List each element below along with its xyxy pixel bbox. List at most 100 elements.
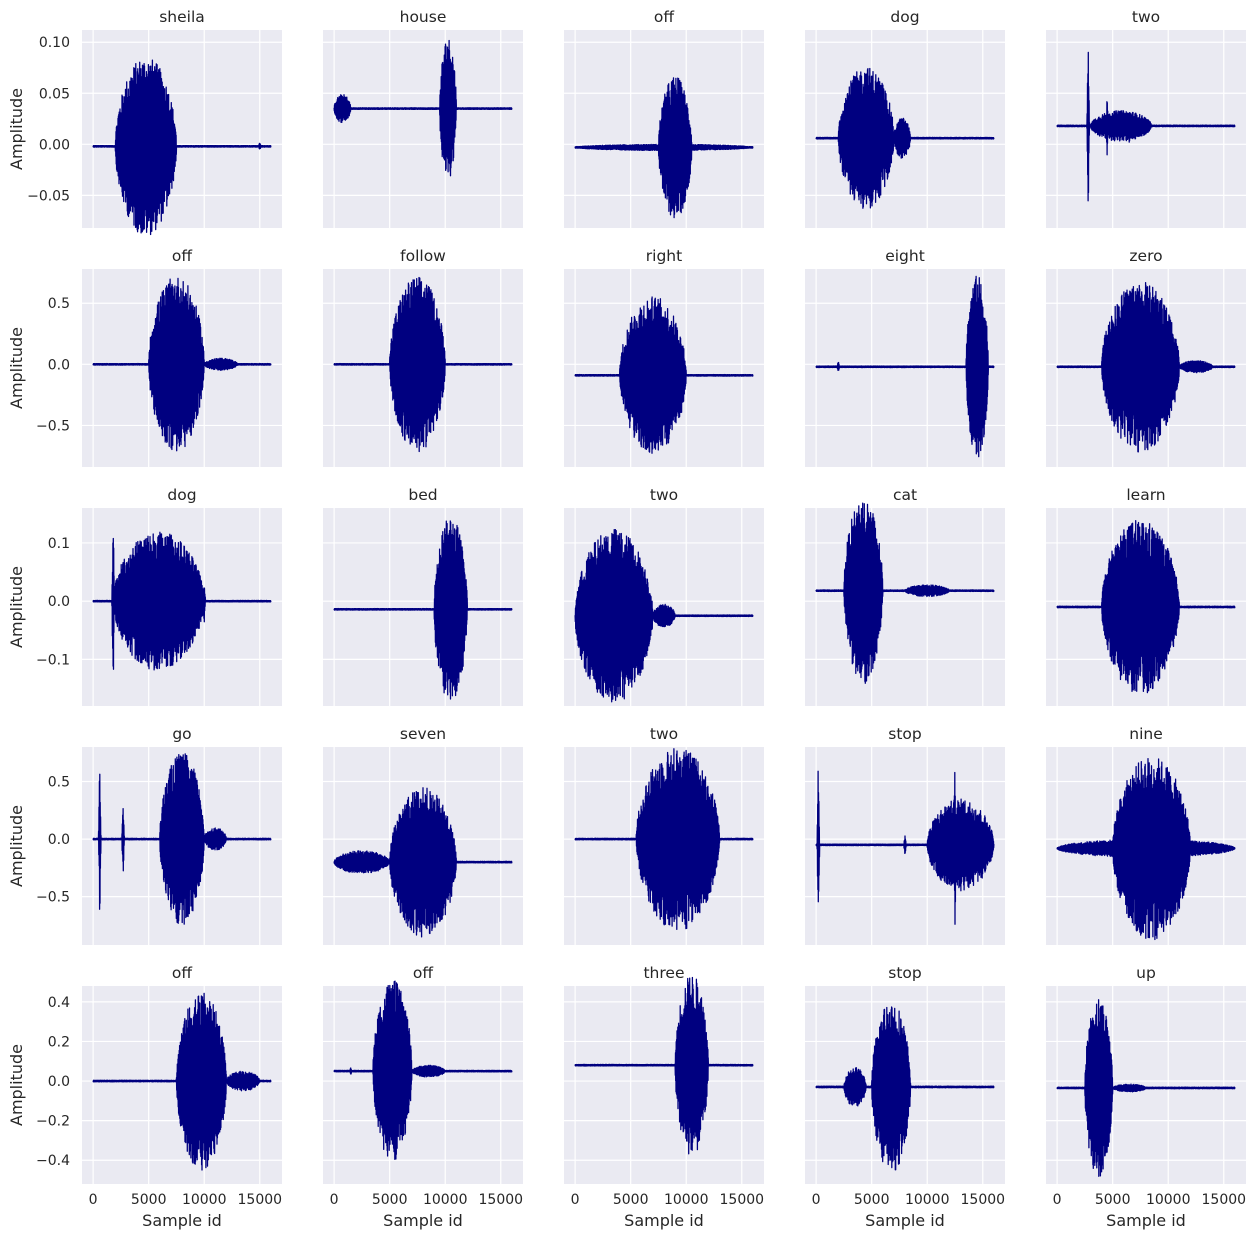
x-tick-label: 10000 [905, 1192, 950, 1208]
panel-4-4: up 0 5000 10000 15000 Sample id [1046, 964, 1246, 1230]
x-tick-label: 15000 [961, 1192, 1006, 1208]
y-tick-label: −0.05 [27, 188, 70, 204]
x-tick-label: 0 [330, 1192, 339, 1208]
axes-background [82, 30, 282, 228]
x-tick-label: 10000 [423, 1192, 468, 1208]
x-tick-label: 5000 [613, 1192, 649, 1208]
x-tick-label: 5000 [854, 1192, 890, 1208]
panel-3-0: go −0.5 0.0 0.5 Amplitude [7, 725, 282, 945]
panel-title: two [650, 486, 678, 504]
y-tick-label: −0.5 [36, 890, 70, 906]
x-tick-label: 5000 [1095, 1192, 1131, 1208]
y-axis-label: Amplitude [7, 1044, 26, 1126]
panel-title: seven [400, 725, 446, 743]
y-tick-label: 0.0 [48, 1074, 70, 1090]
y-tick-label: 0.10 [39, 35, 70, 51]
panel-title: two [650, 725, 678, 743]
panel-title: sheila [159, 8, 205, 26]
panel-3-3: stop [805, 725, 1005, 945]
panel-title: follow [400, 247, 446, 265]
panel-2-2: two [564, 486, 764, 706]
x-axis-label: Sample id [383, 1211, 463, 1230]
x-axis-label: Sample id [142, 1211, 222, 1230]
panel-title: go [172, 725, 191, 743]
axes-background [323, 508, 523, 706]
panel-title: stop [888, 964, 921, 982]
y-tick-label: 0.5 [48, 775, 70, 791]
panel-title: up [1136, 964, 1156, 982]
panel-title: right [646, 247, 682, 265]
x-tick-label: 0 [812, 1192, 821, 1208]
axes-background [323, 986, 523, 1184]
panel-title: two [1132, 8, 1160, 26]
panel-title: house [400, 8, 447, 26]
y-tick-label: 0.5 [48, 296, 70, 312]
panel-title: off [172, 964, 192, 982]
y-tick-label: 0.05 [39, 86, 70, 102]
panel-title: dog [890, 8, 919, 26]
axes-background [1046, 986, 1246, 1184]
panel-2-4: learn [1046, 486, 1246, 706]
panel-4-0: off −0.4 −0.2 0.0 0.2 0.4 Amplitude 0 5000 10000 1… [7, 964, 282, 1230]
x-axis-label: Sample id [865, 1211, 945, 1230]
panel-2-1: bed [323, 486, 523, 706]
x-tick-label: 10000 [1146, 1192, 1191, 1208]
panel-title: off [172, 247, 192, 265]
panel-4-2: three 0 5000 10000 15000 Sample id [564, 964, 764, 1230]
x-tick-label: 5000 [372, 1192, 408, 1208]
panel-1-4: zero [1046, 247, 1246, 467]
panel-title: bed [408, 486, 437, 504]
y-tick-label: 0.0 [48, 832, 70, 848]
panel-1-2: right [564, 247, 764, 467]
y-tick-label: 0.1 [48, 536, 70, 552]
axes-background [805, 508, 1005, 706]
x-tick-label: 0 [571, 1192, 580, 1208]
x-tick-label: 10000 [182, 1192, 227, 1208]
y-tick-label: 0.00 [39, 137, 70, 153]
y-tick-label: −0.1 [36, 652, 70, 668]
x-axis-label: Sample id [624, 1211, 704, 1230]
y-tick-label: 0.0 [48, 357, 70, 373]
panel-0-2: off [564, 8, 764, 228]
panel-0-1: house [323, 8, 523, 228]
panel-4-3: stop 0 5000 10000 15000 Sample id [805, 964, 1005, 1230]
panel-3-2: two [564, 725, 764, 945]
panel-title: nine [1129, 725, 1163, 743]
panel-0-3: dog [805, 8, 1005, 228]
panel-1-3: eight [805, 247, 1005, 467]
y-axis-label: Amplitude [7, 327, 26, 409]
x-tick-label: 0 [89, 1192, 98, 1208]
panel-3-4: nine [1046, 725, 1246, 945]
y-axis-label: Amplitude [7, 88, 26, 170]
panel-title: off [654, 8, 674, 26]
panel-0-0: sheila −0.05 0.00 0.05 0.10 Amplitude [7, 8, 282, 235]
panel-2-0: dog−0.10.00.1Amplitude [7, 486, 282, 706]
panel-title: zero [1129, 247, 1162, 265]
panel-2-3: cat [805, 486, 1005, 706]
x-tick-label: 5000 [131, 1192, 167, 1208]
y-axis-label: Amplitude [7, 805, 26, 887]
x-tick-label: 15000 [720, 1192, 765, 1208]
axes-background [564, 986, 764, 1184]
panel-title: dog [167, 486, 196, 504]
x-tick-label: 15000 [1202, 1192, 1247, 1208]
y-tick-label: −0.5 [36, 418, 70, 434]
panel-title: cat [893, 486, 917, 504]
axes-background [323, 30, 523, 228]
x-tick-label: 10000 [664, 1192, 709, 1208]
y-tick-label: 0.2 [48, 1034, 70, 1050]
y-tick-label: 0.4 [48, 995, 70, 1011]
x-tick-label: 15000 [479, 1192, 524, 1208]
panel-title: off [413, 964, 433, 982]
x-tick-label: 0 [1053, 1192, 1062, 1208]
panel-title: eight [885, 247, 925, 265]
panel-title: stop [888, 725, 921, 743]
x-tick-label: 15000 [238, 1192, 283, 1208]
panel-0-4: two [1046, 8, 1246, 228]
panel-title: three [643, 964, 684, 982]
y-tick-label: 0.0 [48, 594, 70, 610]
panel-1-1: follow [323, 247, 523, 467]
panel-3-1: seven [323, 725, 523, 945]
